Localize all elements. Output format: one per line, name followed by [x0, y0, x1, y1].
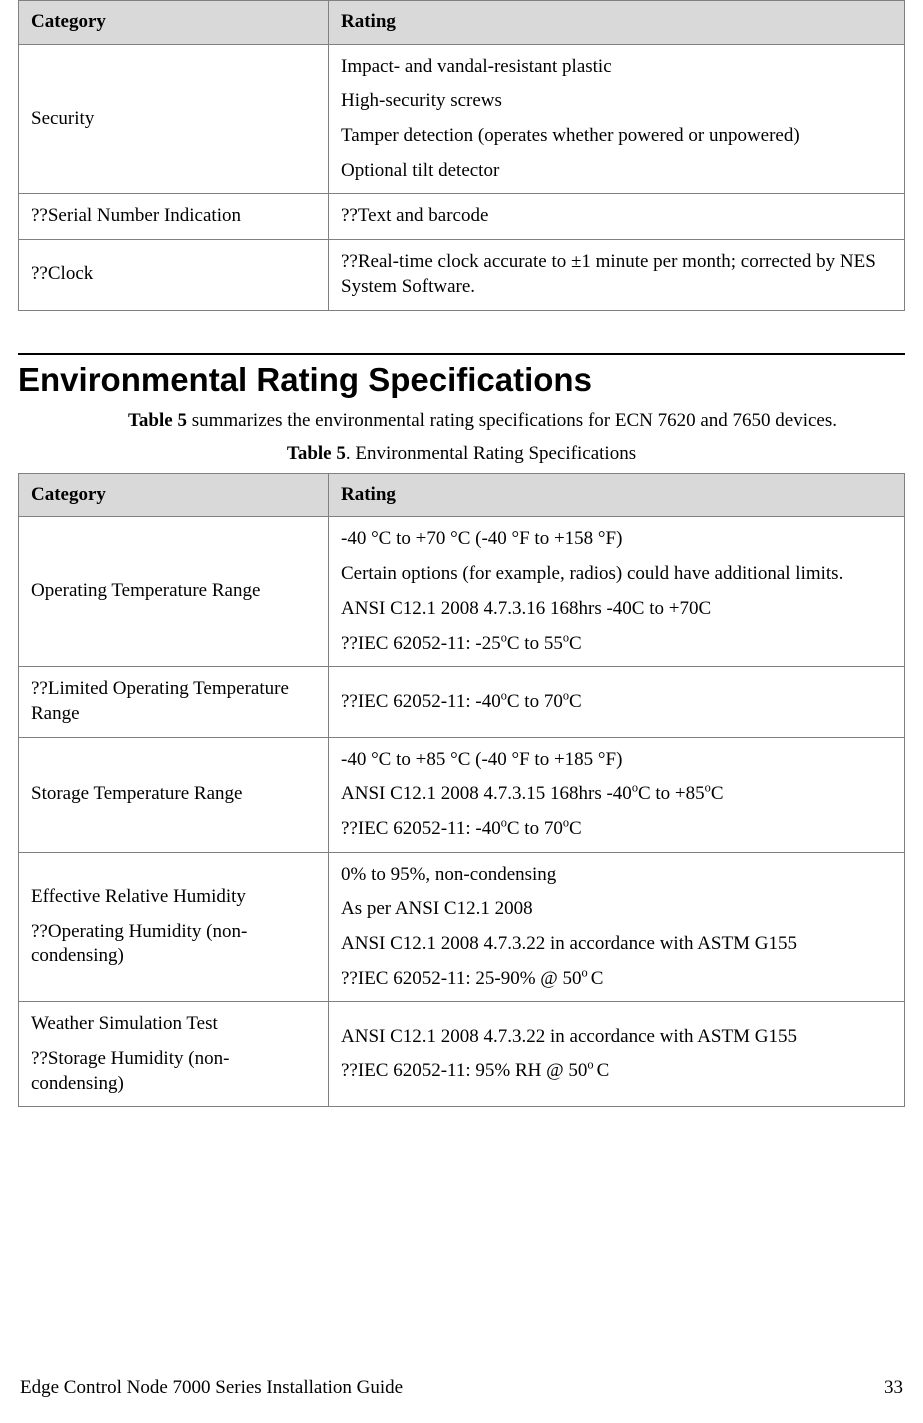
table-row: ??Clock ??Real-time clock accurate to ±1…	[19, 240, 905, 310]
table-row: Weather Simulation Test ??Storage Humidi…	[19, 1002, 905, 1107]
spec-table-2: Category Rating Operating Temperature Ra…	[18, 473, 905, 1108]
rating-line: -40 °C to +85 °C (-40 °F to +185 °F)	[341, 748, 894, 773]
table-row: Storage Temperature Range -40 °C to +85 …	[19, 737, 905, 852]
cell-category: Effective Relative Humidity ??Operating …	[19, 852, 329, 1002]
section-intro: Table 5 summarizes the environmental rat…	[128, 409, 895, 434]
intro-text: summarizes the environmental rating spec…	[187, 410, 837, 431]
rating-line: ??Real-time clock accurate to ±1 minute …	[341, 250, 894, 299]
section-divider	[18, 353, 905, 355]
cell-category: ??Clock	[19, 240, 329, 310]
rating-line: High-security screws	[341, 89, 894, 114]
spec-table-1: Category Rating Security Impact- and van…	[18, 0, 905, 311]
cell-rating: Impact- and vandal-resistant plastic Hig…	[329, 44, 905, 194]
cell-rating: ??Text and barcode	[329, 194, 905, 240]
cell-rating: ??Real-time clock accurate to ±1 minute …	[329, 240, 905, 310]
rating-line: ??IEC 62052-11: 95% RH @ 50o C	[341, 1059, 894, 1084]
rating-line: Optional tilt detector	[341, 159, 894, 184]
footer-title: Edge Control Node 7000 Series Installati…	[20, 1376, 403, 1401]
cell-category: Weather Simulation Test ??Storage Humidi…	[19, 1002, 329, 1107]
category-line: Weather Simulation Test	[31, 1012, 318, 1037]
rating-line: Certain options (for example, radios) co…	[341, 562, 894, 587]
footer-page-number: 33	[884, 1376, 903, 1401]
table-caption: Table 5. Environmental Rating Specificat…	[18, 442, 905, 467]
category-line: ??Operating Humidity (non-condensing)	[31, 920, 318, 969]
rating-line: As per ANSI C12.1 2008	[341, 897, 894, 922]
table-row: Effective Relative Humidity ??Operating …	[19, 852, 905, 1002]
intro-table-ref: Table 5	[128, 410, 187, 431]
rating-line: ANSI C12.1 2008 4.7.3.22 in accordance w…	[341, 1025, 894, 1050]
cell-category: ??Limited Operating Temperature Range	[19, 667, 329, 737]
rating-line: Impact- and vandal-resistant plastic	[341, 55, 894, 80]
col-header-rating: Rating	[329, 1, 905, 45]
rating-line: ANSI C12.1 2008 4.7.3.15 168hrs -40oC to…	[341, 782, 894, 807]
rating-line: ??IEC 62052-11: -40oC to 70oC	[341, 817, 894, 842]
col-header-category: Category	[19, 1, 329, 45]
table-row: ??Limited Operating Temperature Range ??…	[19, 667, 905, 737]
col-header-category: Category	[19, 473, 329, 517]
rating-line: ??IEC 62052-11: 25-90% @ 50o C	[341, 967, 894, 992]
rating-line: Tamper detection (operates whether power…	[341, 124, 894, 149]
rating-line: ??IEC 62052-11: -25oC to 55oC	[341, 632, 894, 657]
cell-category: ??Serial Number Indication	[19, 194, 329, 240]
caption-rest: . Environmental Rating Specifications	[346, 443, 636, 464]
caption-prefix: Table 5	[287, 443, 346, 464]
table-row: ??Serial Number Indication ??Text and ba…	[19, 194, 905, 240]
category-line: ??Storage Humidity (non-condensing)	[31, 1047, 318, 1096]
rating-line: ??IEC 62052-11: -40oC to 70oC	[341, 690, 894, 715]
rating-line: ANSI C12.1 2008 4.7.3.22 in accordance w…	[341, 932, 894, 957]
cell-category: Security	[19, 44, 329, 194]
table-row: Operating Temperature Range -40 °C to +7…	[19, 517, 905, 667]
table-row: Security Impact- and vandal-resistant pl…	[19, 44, 905, 194]
rating-line: 0% to 95%, non-condensing	[341, 863, 894, 888]
category-line: Effective Relative Humidity	[31, 885, 318, 910]
cell-rating: ANSI C12.1 2008 4.7.3.22 in accordance w…	[329, 1002, 905, 1107]
cell-rating: ??IEC 62052-11: -40oC to 70oC	[329, 667, 905, 737]
section-title: Environmental Rating Specifications	[18, 359, 905, 402]
col-header-rating: Rating	[329, 473, 905, 517]
rating-line: -40 °C to +70 °C (-40 °F to +158 °F)	[341, 527, 894, 552]
cell-rating: -40 °C to +70 °C (-40 °F to +158 °F) Cer…	[329, 517, 905, 667]
table-header-row: Category Rating	[19, 473, 905, 517]
rating-line: ??Text and barcode	[341, 204, 894, 229]
rating-line: ANSI C12.1 2008 4.7.3.16 168hrs -40C to …	[341, 597, 894, 622]
cell-category: Operating Temperature Range	[19, 517, 329, 667]
cell-rating: 0% to 95%, non-condensing As per ANSI C1…	[329, 852, 905, 1002]
cell-category: Storage Temperature Range	[19, 737, 329, 852]
table-header-row: Category Rating	[19, 1, 905, 45]
page-footer: Edge Control Node 7000 Series Installati…	[18, 1376, 905, 1401]
cell-rating: -40 °C to +85 °C (-40 °F to +185 °F) ANS…	[329, 737, 905, 852]
